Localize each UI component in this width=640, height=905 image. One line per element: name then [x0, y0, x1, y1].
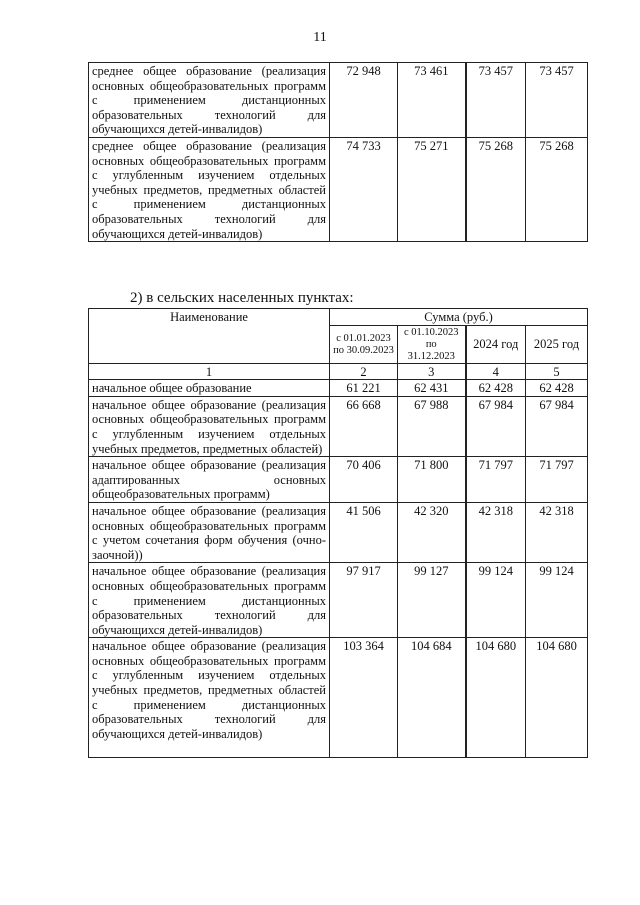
row-value: 67 984	[525, 395, 588, 458]
header-year-2024: 2024 год	[464, 324, 526, 364]
column-number: 4	[464, 362, 526, 381]
row-value: 62 428	[525, 379, 588, 397]
row-value: 67 984	[464, 395, 526, 458]
row-value: 97 917	[329, 562, 398, 639]
row-value: 70 406	[329, 456, 398, 503]
row-value: 71 800	[397, 456, 466, 503]
row-value: 104 684	[397, 637, 466, 759]
column-number: 3	[397, 362, 466, 381]
row-name: среднее общее образование (реализация ос…	[88, 62, 330, 138]
funding-table-continued: среднее общее образование (реализация ос…	[88, 62, 588, 243]
header-year-2025: 2025 год	[525, 324, 588, 364]
row-value: 67 988	[397, 395, 466, 458]
row-name: начальное общее образование (реализация …	[88, 562, 330, 639]
table-row: начальное общее образование (реализация …	[88, 395, 588, 458]
row-name: среднее общее образование (реализация ос…	[88, 136, 330, 243]
row-value: 73 457	[464, 62, 526, 138]
row-value: 75 271	[397, 136, 466, 243]
table-row: начальное общее образование (реализация …	[88, 562, 588, 639]
row-value: 75 268	[525, 136, 588, 243]
row-value: 62 431	[397, 379, 466, 397]
column-number: 5	[525, 362, 588, 381]
row-value: 62 428	[464, 379, 526, 397]
row-name: начальное общее образование (реализация …	[88, 637, 330, 759]
column-number: 2	[329, 362, 398, 381]
row-value: 103 364	[329, 637, 398, 759]
row-name: начальное общее образование	[88, 379, 330, 397]
row-value: 73 461	[397, 62, 466, 138]
row-value: 42 320	[397, 501, 466, 564]
table-row: начальное общее образование (реализация …	[88, 637, 588, 759]
table-row: начальное общее образование (реализация …	[88, 501, 588, 564]
header-name: Наименование	[88, 308, 330, 364]
row-value: 99 124	[525, 562, 588, 639]
row-value: 66 668	[329, 395, 398, 458]
row-value: 99 127	[397, 562, 466, 639]
table-row: среднее общее образование (реализация ос…	[88, 136, 588, 243]
header-sum: Сумма (руб.)	[329, 308, 588, 326]
row-value: 104 680	[525, 637, 588, 759]
row-name: начальное общее образование (реализация …	[88, 395, 330, 458]
header-period-2: с 01.10.2023 по 31.12.2023	[397, 324, 466, 364]
page-number: 11	[313, 30, 327, 45]
header-period-1: с 01.01.2023 по 30.09.2023	[329, 324, 398, 364]
row-value: 72 948	[329, 62, 398, 138]
section-heading: 2) в сельских населенных пунктах:	[130, 290, 354, 306]
row-value: 73 457	[525, 62, 588, 138]
row-value: 99 124	[464, 562, 526, 639]
row-value: 42 318	[464, 501, 526, 564]
table-row: начальное общее образование 61 221 62 431 6…	[88, 379, 588, 397]
row-value: 71 797	[464, 456, 526, 503]
row-value: 42 318	[525, 501, 588, 564]
row-value: 74 733	[329, 136, 398, 243]
row-value: 71 797	[525, 456, 588, 503]
row-name: начальное общее образование (реализация …	[88, 456, 330, 503]
rural-funding-table: Наименование Сумма (руб.) с 01.01.2023 п…	[88, 308, 588, 759]
table-row: начальное общее образование (реализация …	[88, 456, 588, 503]
table-row: среднее общее образование (реализация ос…	[88, 62, 588, 138]
row-value: 75 268	[464, 136, 526, 243]
row-value: 61 221	[329, 379, 398, 397]
column-number: 1	[88, 362, 330, 381]
row-value: 41 506	[329, 501, 398, 564]
row-name: начальное общее образование (реализация …	[88, 501, 330, 564]
row-value: 104 680	[464, 637, 526, 759]
